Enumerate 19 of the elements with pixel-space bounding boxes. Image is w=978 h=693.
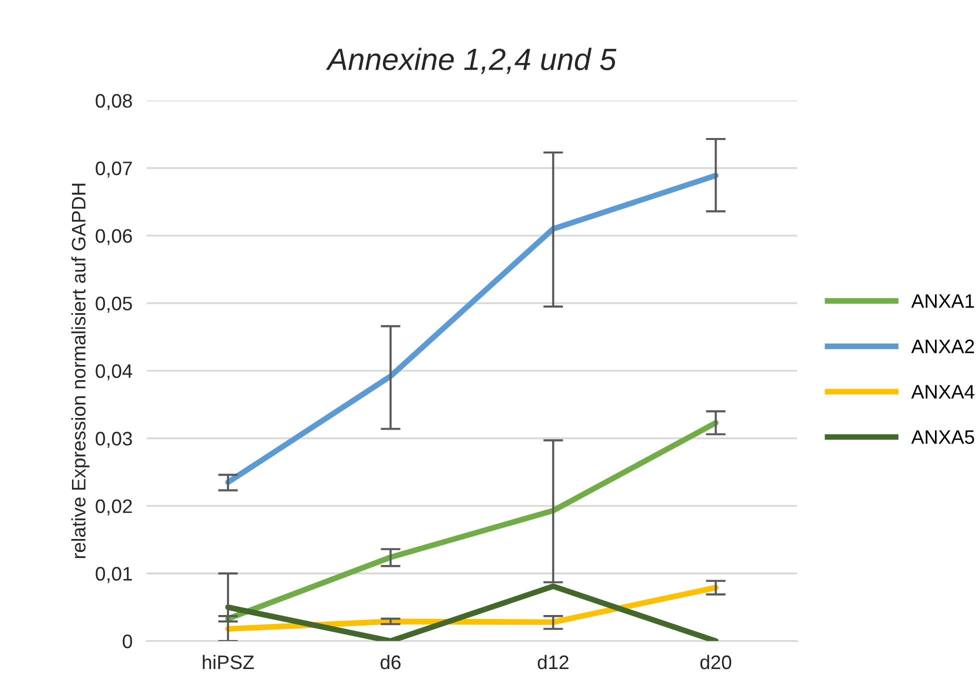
y-tick-label: 0,04 xyxy=(96,364,132,380)
x-tick-label: d20 xyxy=(700,654,732,670)
x-tick-label: d12 xyxy=(538,654,568,670)
legend-label: ANXA2 xyxy=(911,340,974,354)
y-tick-label: 0,05 xyxy=(96,296,132,313)
legend-label: ANXA4 xyxy=(911,385,974,398)
legend-label: ANXA1 xyxy=(911,294,974,308)
y-tick-label: 0,07 xyxy=(96,162,132,178)
y-axis-title: relative Expression normalisiert auf GAPDH xyxy=(71,184,90,558)
y-tick-label: 0,06 xyxy=(96,229,132,246)
y-tick-label: 0,01 xyxy=(96,566,132,583)
y-tick-label: 0 xyxy=(122,634,132,648)
y-tick-label: 0,08 xyxy=(96,94,132,110)
x-tick-label: hiPSZ xyxy=(202,654,254,670)
x-tick-label: d6 xyxy=(380,654,401,670)
legend-label: ANXA5 xyxy=(911,430,974,444)
y-tick-label: 0,02 xyxy=(96,499,132,516)
chart-title: Annexine 1,2,4 und 5 xyxy=(326,48,616,74)
y-tick-label: 0,03 xyxy=(96,432,132,448)
